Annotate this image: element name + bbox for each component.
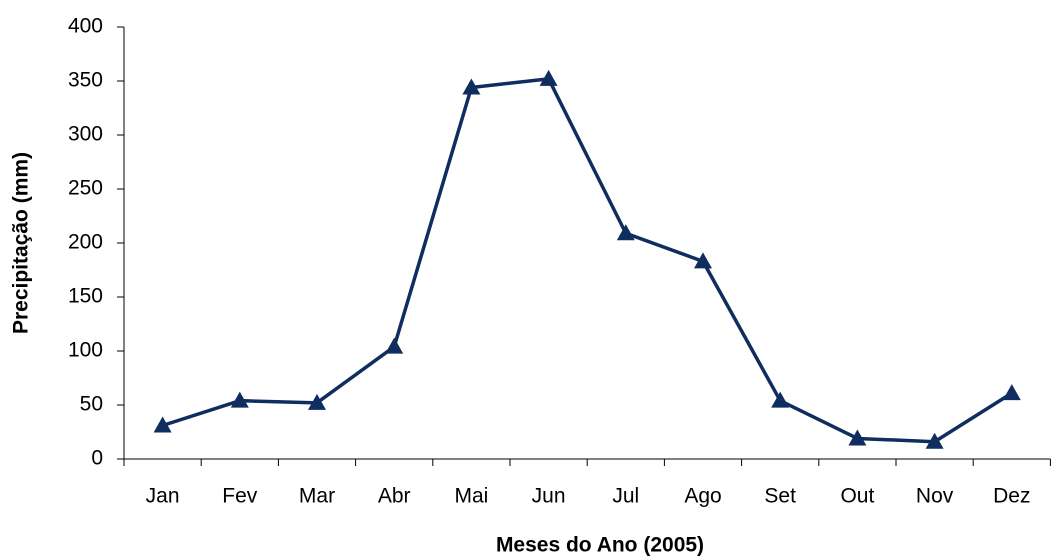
y-axis-label: Precipitação (mm) — [10, 152, 33, 334]
marker — [848, 429, 867, 446]
x-tick-label: Jun — [532, 485, 566, 508]
x-tick-label: Fev — [222, 485, 258, 508]
y-tick-label: 150 — [68, 285, 103, 308]
marker — [230, 391, 249, 408]
x-tick-label: Abr — [378, 485, 411, 508]
x-tick-label: Set — [764, 485, 796, 508]
marker — [925, 432, 944, 449]
y-tick-label: 400 — [68, 15, 103, 38]
y-tick-label: 300 — [68, 123, 103, 146]
marker — [694, 252, 712, 269]
marker — [771, 391, 790, 408]
x-axis-label: Meses do Ano (2005) — [496, 534, 704, 556]
marker — [308, 393, 326, 410]
x-tick-label: Nov — [916, 485, 954, 508]
x-tick-label: Mar — [299, 485, 335, 508]
x-tick-label: Jul — [612, 485, 639, 508]
marker — [1002, 384, 1021, 401]
x-tick-label: Out — [840, 485, 874, 508]
marker — [616, 224, 635, 241]
y-tick-label: 200 — [68, 231, 103, 254]
x-tick-label: Jan — [146, 485, 180, 508]
y-tick-label: 350 — [68, 69, 103, 92]
marker — [385, 337, 404, 354]
marker — [153, 416, 172, 433]
y-tick-label: 0 — [91, 447, 103, 470]
marker — [462, 78, 481, 95]
y-tick-label: 250 — [68, 177, 103, 200]
x-tick-label: Mai — [454, 485, 488, 508]
x-tick-label: Dez — [993, 485, 1030, 508]
marker — [539, 69, 558, 86]
y-tick-label: 50 — [80, 393, 103, 416]
line — [162, 77, 1013, 444]
y-tick-label: 100 — [68, 339, 103, 362]
x-tick-label: Ago — [684, 485, 721, 508]
